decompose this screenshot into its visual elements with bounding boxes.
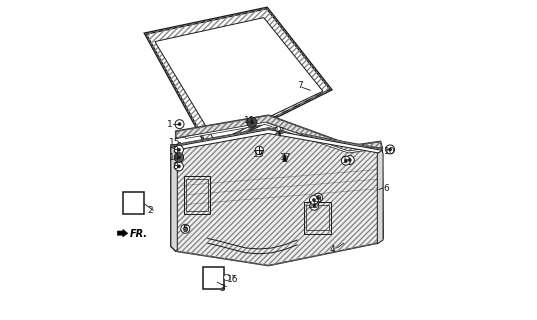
Polygon shape <box>176 115 382 154</box>
Polygon shape <box>146 8 331 150</box>
Circle shape <box>386 145 395 154</box>
Text: 4: 4 <box>330 245 335 254</box>
Polygon shape <box>283 153 287 162</box>
Circle shape <box>310 201 319 210</box>
Polygon shape <box>171 130 382 154</box>
Circle shape <box>175 145 183 154</box>
Circle shape <box>250 121 253 124</box>
Text: 5: 5 <box>183 225 188 234</box>
Bar <box>203 267 224 289</box>
Circle shape <box>348 158 351 162</box>
Text: 14: 14 <box>169 153 181 162</box>
Text: 13: 13 <box>253 150 265 159</box>
Circle shape <box>175 153 183 162</box>
Circle shape <box>275 126 281 132</box>
Text: 8: 8 <box>172 162 178 171</box>
Polygon shape <box>155 18 323 142</box>
Bar <box>186 179 208 211</box>
Text: 7: 7 <box>297 81 303 90</box>
Circle shape <box>175 120 184 129</box>
Circle shape <box>313 204 316 207</box>
Circle shape <box>316 196 320 199</box>
Circle shape <box>181 224 190 233</box>
Circle shape <box>224 274 230 281</box>
Text: 17: 17 <box>280 153 291 162</box>
Text: 1: 1 <box>343 156 348 165</box>
Text: 15: 15 <box>169 138 181 147</box>
Bar <box>184 176 210 214</box>
Circle shape <box>177 165 180 168</box>
Text: 11: 11 <box>244 116 255 125</box>
Circle shape <box>342 156 351 165</box>
Circle shape <box>177 148 180 151</box>
Polygon shape <box>185 122 374 153</box>
Circle shape <box>255 146 263 155</box>
Circle shape <box>313 198 316 202</box>
Text: 10: 10 <box>384 147 396 156</box>
Bar <box>304 202 331 234</box>
Bar <box>123 192 144 214</box>
Circle shape <box>178 123 181 126</box>
Circle shape <box>309 196 318 204</box>
Text: 8: 8 <box>172 146 178 155</box>
Circle shape <box>246 117 257 127</box>
Circle shape <box>248 118 256 127</box>
Text: 16: 16 <box>227 275 238 284</box>
Text: 15: 15 <box>308 201 319 210</box>
Text: FR.: FR. <box>129 229 147 239</box>
Text: 9: 9 <box>315 195 321 204</box>
Circle shape <box>345 156 354 164</box>
Circle shape <box>388 148 391 151</box>
Circle shape <box>174 153 184 162</box>
Circle shape <box>314 193 323 202</box>
Text: 2: 2 <box>147 206 153 215</box>
Circle shape <box>175 162 183 171</box>
Polygon shape <box>171 128 383 266</box>
Polygon shape <box>171 147 177 251</box>
Text: 12: 12 <box>274 127 285 136</box>
Bar <box>306 205 329 230</box>
Text: 3: 3 <box>219 284 225 293</box>
Circle shape <box>177 156 180 159</box>
Polygon shape <box>378 150 383 244</box>
Text: 6: 6 <box>383 184 389 193</box>
Circle shape <box>183 227 187 231</box>
Polygon shape <box>118 229 128 237</box>
Circle shape <box>344 159 347 162</box>
Text: 1: 1 <box>167 120 173 129</box>
